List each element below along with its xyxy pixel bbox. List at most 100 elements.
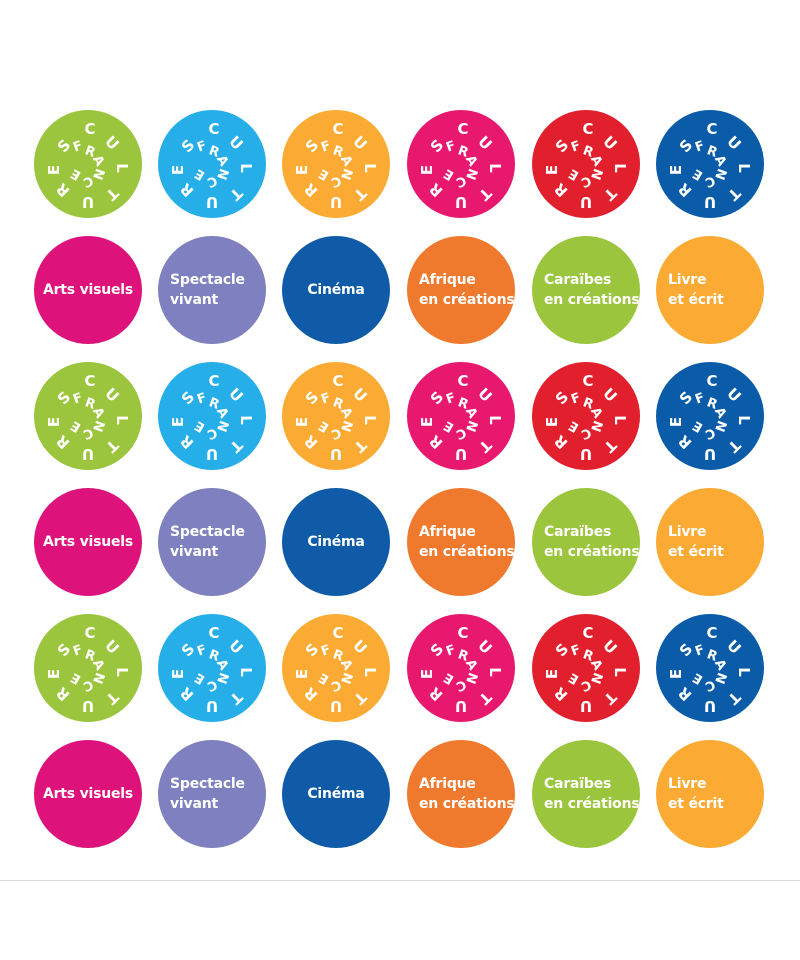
logo-letter: U	[206, 445, 218, 463]
logo-letter: T	[225, 436, 246, 457]
logo-letter: C	[208, 372, 219, 390]
logo-letter: C	[332, 624, 343, 642]
logo-letter: E	[543, 417, 561, 427]
logo-letter: E	[566, 417, 581, 434]
logo-letter: S	[427, 388, 447, 408]
logo-letter: E	[441, 417, 456, 434]
logo-letter: C	[706, 372, 717, 390]
logo-letter: E	[690, 417, 705, 434]
logo-letter: E	[566, 669, 581, 686]
logo-letter: R	[581, 143, 596, 161]
logo-letter: S	[302, 640, 322, 660]
logo-letter: L	[361, 163, 379, 173]
logo-letter: S	[302, 136, 322, 156]
logo-letter: U	[723, 636, 744, 657]
logo-letter: U	[225, 636, 246, 657]
logo-letter: L	[486, 667, 504, 677]
logo-letter: U	[723, 384, 744, 405]
category-circle-caraibes-en-creations: Caraïbes en créations	[532, 740, 640, 848]
category-circle-livre-et-ecrit: Livre et écrit	[656, 488, 764, 596]
logo-letter: U	[82, 193, 94, 211]
logo-letter: F	[71, 390, 84, 407]
logo-letter: C	[84, 120, 95, 138]
logo-letter: U	[349, 636, 370, 657]
logo-letter: S	[427, 640, 447, 660]
category-circle-afrique-en-creations: Afrique en créations	[407, 740, 515, 848]
logo-letter: L	[113, 667, 131, 677]
logo-letter: U	[455, 445, 467, 463]
category-label-line: en créations	[419, 292, 515, 308]
logo-letter: L	[611, 163, 629, 173]
logo-letter: N	[587, 670, 605, 685]
category-label-line: Caraïbes	[544, 776, 612, 792]
category-circle-caraibes-en-creations: Caraïbes en créations	[532, 236, 640, 344]
logo-letter: S	[178, 388, 198, 408]
logo-letter: C	[208, 120, 219, 138]
logo-letter: U	[455, 697, 467, 715]
logo-letter: R	[425, 683, 446, 704]
logo-letter: L	[486, 415, 504, 425]
logo-letter: C	[706, 120, 717, 138]
logo-letter: R	[331, 395, 346, 413]
logo-letter: R	[581, 647, 596, 665]
logo-letter: L	[611, 667, 629, 677]
logo-letter: S	[54, 136, 74, 156]
category-label-line: Spectacle	[170, 524, 245, 540]
category-circle-cinema: Cinéma	[282, 740, 390, 848]
logo-letter: E	[316, 165, 331, 182]
category-label-line: vivant	[170, 544, 218, 560]
logo-letter: E	[293, 417, 311, 427]
logo-letter: R	[705, 395, 720, 413]
logo-letter: L	[237, 163, 255, 173]
logo-letter: L	[735, 415, 753, 425]
logo-letter: U	[101, 636, 122, 657]
logo-letter: R	[207, 647, 222, 665]
logo-letter: T	[101, 688, 122, 709]
category-circle-arts-visuels: Arts visuels	[34, 740, 142, 848]
logo-letter: F	[569, 390, 582, 407]
logo-letter: N	[337, 418, 355, 433]
category-label-line: en créations	[419, 544, 515, 560]
logo-letter: S	[552, 640, 572, 660]
category-label: Arts visuels	[34, 488, 142, 596]
logo-letter: U	[474, 384, 495, 405]
logo-letter: R	[550, 431, 571, 452]
logo-letter: R	[83, 143, 98, 161]
category-label-line: en créations	[419, 796, 515, 812]
category-label-line: Arts visuels	[42, 786, 134, 802]
logo-letter: T	[101, 436, 122, 457]
logo-letter: U	[599, 384, 620, 405]
category-label-line: vivant	[170, 292, 218, 308]
logo-letter: E	[441, 669, 456, 686]
logo-letter: R	[425, 431, 446, 452]
logo-letter: C	[84, 624, 95, 642]
category-label-line: Livre	[668, 776, 707, 792]
logo-letter: U	[330, 697, 342, 715]
logo-letter: E	[169, 669, 187, 679]
category-label-line: Caraïbes	[544, 272, 612, 288]
logo-letter: C	[582, 624, 593, 642]
logo-letter: N	[89, 166, 107, 181]
logo-letter: U	[723, 132, 744, 153]
category-circle-spectacle-vivant: Spectacle vivant	[158, 740, 266, 848]
logo-letter: S	[552, 136, 572, 156]
logo-letter: E	[68, 165, 83, 182]
logo-letter: T	[723, 184, 744, 205]
logo-letter: N	[213, 418, 231, 433]
logo-letter: R	[176, 431, 197, 452]
category-label-line: en créations	[544, 292, 640, 308]
logo-letter: E	[293, 165, 311, 175]
logo-letter: F	[195, 138, 208, 155]
bottom-divider	[0, 880, 800, 881]
logo-letter: U	[704, 193, 716, 211]
logo-letter: S	[54, 640, 74, 660]
category-label-line: Spectacle	[170, 776, 245, 792]
